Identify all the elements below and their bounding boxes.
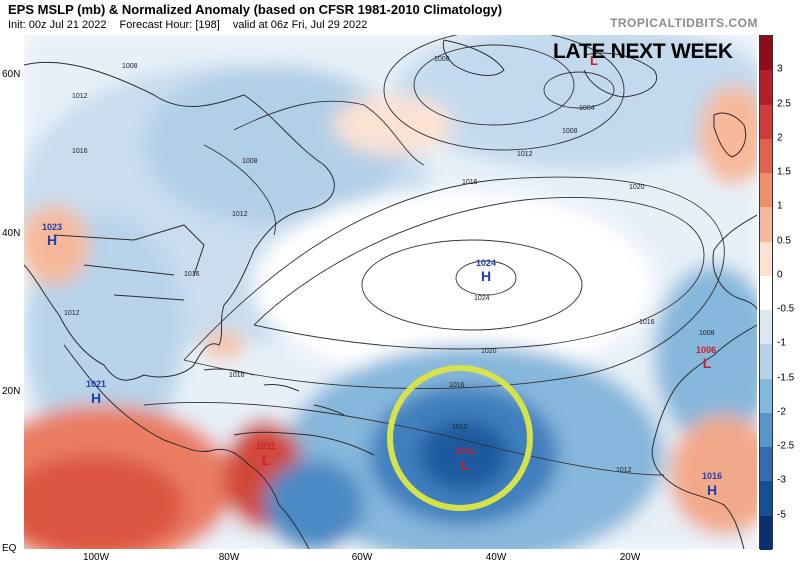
- low-center-colombia: 1011 L: [256, 441, 276, 468]
- colorbar-swatch: [760, 310, 772, 345]
- colorbar-tick-label: -2.5: [777, 440, 795, 452]
- headline-banner: LATE NEXT WEEK: [553, 40, 733, 63]
- low-center-atlantic-system: 1011 L: [455, 446, 475, 473]
- lon-label: 60W: [351, 552, 373, 563]
- isobar-label: 1008: [122, 63, 138, 70]
- isobar-label: 1016: [449, 382, 465, 389]
- svg-text:1023: 1023: [42, 222, 62, 232]
- isobar-label: 1016: [229, 372, 245, 379]
- isobar-label: 1008: [562, 128, 578, 135]
- colorbar-tick-label: 0.5: [777, 235, 791, 247]
- lat-label: 20N: [2, 386, 21, 397]
- colorbar-tick-label: -5: [777, 509, 786, 521]
- svg-text:L: L: [703, 355, 712, 371]
- svg-text:L: L: [461, 457, 470, 473]
- valid-time: valid at 06z Fri, Jul 29 2022: [232, 19, 368, 31]
- colorbar-tick-label: -2: [777, 406, 786, 418]
- lat-label: 40N: [2, 228, 21, 239]
- lon-label: 40W: [485, 552, 507, 563]
- colorbar-tick-label: -3: [777, 474, 786, 486]
- high-center-west-africa: 1016 H: [702, 471, 722, 498]
- init-time: Init: 00z Jul 21 2022: [8, 19, 107, 31]
- colorbar-swatch: [760, 481, 772, 516]
- isobar-label: 1008: [434, 56, 450, 63]
- colorbar-tick-label: 3: [777, 63, 783, 75]
- isobar-label: 1024: [474, 295, 490, 302]
- isobar-label: 1008: [242, 158, 258, 165]
- isobar-label: 1012: [452, 424, 468, 431]
- colorbar-tick-label: 1: [777, 200, 783, 212]
- colorbar-swatch: [760, 344, 772, 379]
- isobar-label: 1016: [184, 271, 200, 278]
- pressure-centers: L 1023 H 1024 H 1006 L 1021 H: [42, 53, 722, 498]
- svg-text:1024: 1024: [476, 258, 496, 268]
- coastlines: [24, 39, 757, 549]
- isobar-label: 1012: [64, 310, 80, 317]
- isobar-label: 1012: [517, 151, 533, 158]
- colorbar-swatch: [760, 241, 772, 276]
- map-panel: 1008 1004 1008 1012 1016 1020 1024 1020 …: [24, 35, 757, 549]
- svg-text:1016: 1016: [702, 471, 722, 481]
- site-watermark: TROPICALTIDBITS.COM: [610, 16, 758, 30]
- map-canvas: 1008 1004 1008 1012 1016 1020 1024 1020 …: [24, 35, 757, 549]
- lon-label: 20W: [619, 552, 641, 563]
- colorbar-swatch: [760, 70, 772, 105]
- colorbar-swatch: [760, 378, 772, 413]
- svg-text:L: L: [262, 452, 271, 468]
- lat-label: 60N: [2, 69, 21, 80]
- lon-label: 100W: [82, 552, 110, 563]
- svg-text:H: H: [707, 482, 717, 498]
- isobar-label: 1012: [72, 93, 88, 100]
- svg-text:1021: 1021: [86, 379, 106, 389]
- colorbar-swatch: [760, 173, 772, 208]
- isobar-label: 1008: [699, 330, 715, 337]
- colorbar-swatch: [760, 36, 772, 71]
- svg-text:H: H: [481, 268, 491, 284]
- colorbar-tick-label: 2.5: [777, 98, 791, 110]
- colorbar-swatch: [760, 515, 772, 550]
- svg-text:1011: 1011: [256, 441, 276, 451]
- colorbar-swatch: [760, 138, 772, 174]
- anomaly-shading: [24, 35, 757, 549]
- colorbar-swatch: [760, 104, 772, 139]
- low-center-africa: 1006 L: [696, 345, 716, 371]
- isobar-label: 1004: [579, 105, 595, 112]
- forecast-hour: Forecast Hour: [198]: [119, 19, 220, 31]
- isobar-label: 1012: [616, 467, 632, 474]
- colorbar-tick-label: -1.5: [777, 372, 795, 384]
- isobar-label: 1016: [462, 179, 478, 186]
- colorbar-swatch: [760, 412, 772, 448]
- run-info: Init: 00z Jul 21 2022 Forecast Hour: [19…: [8, 19, 377, 31]
- colorbar-tick-label: 1.5: [777, 166, 791, 178]
- isobar-label: 1012: [232, 211, 248, 218]
- colorbar-tick-label: -0.5: [777, 303, 795, 315]
- high-center-us: 1023 H: [42, 222, 62, 248]
- isobar-labels: 1008 1004 1008 1012 1016 1020 1024 1020 …: [64, 56, 715, 474]
- isobars: [143, 35, 725, 476]
- isobar-label: 1016: [639, 319, 655, 326]
- colorbar-tick-label: 2: [777, 132, 783, 144]
- colorbar-tick-label: -1: [777, 337, 786, 349]
- lat-label: EQ: [2, 543, 17, 554]
- svg-text:H: H: [91, 390, 101, 406]
- isobar-label: 1016: [72, 148, 88, 155]
- high-center-mexico: 1021 H: [86, 379, 106, 406]
- isobar-label: 1020: [629, 184, 645, 191]
- svg-text:1011: 1011: [455, 446, 475, 456]
- low-center-greenland: L: [590, 53, 598, 68]
- isobar-label: 1020: [481, 348, 497, 355]
- svg-text:H: H: [47, 232, 57, 248]
- chart-title: EPS MSLP (mb) & Normalized Anomaly (base…: [8, 2, 503, 17]
- highlight-circle: [387, 365, 533, 511]
- colorbar-swatch: [760, 275, 772, 311]
- svg-text:1006: 1006: [696, 345, 716, 355]
- lon-label: 80W: [218, 552, 240, 563]
- high-center-azores: 1024 H: [476, 258, 496, 284]
- colorbar: [759, 35, 773, 550]
- colorbar-swatch: [760, 447, 772, 482]
- svg-text:L: L: [590, 53, 598, 68]
- colorbar-tick-label: 0: [777, 269, 783, 281]
- colorbar-swatch: [760, 207, 772, 242]
